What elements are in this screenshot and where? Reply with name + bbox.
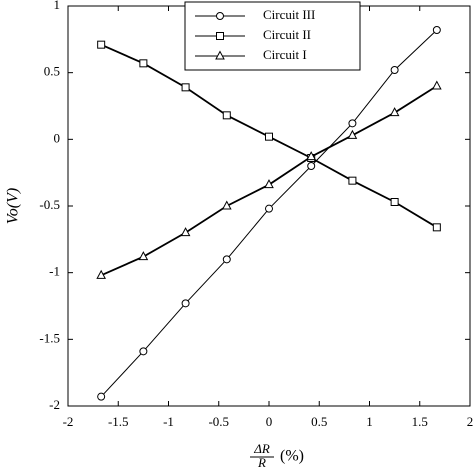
marker [139,59,148,68]
x-tick-label: 1.5 [412,414,428,429]
x-label-unit: (%) [280,448,304,465]
x-tick-label: -1 [163,414,174,429]
x-tick-label: 1 [366,414,373,429]
marker [432,223,441,232]
y-tick-label: 0.5 [44,64,60,79]
y-tick-label: -1.5 [39,330,60,345]
marker [390,66,399,74]
y-tick-label: -0.5 [39,197,60,212]
marker [265,132,273,141]
marker [221,200,232,210]
x-tick-label: 0 [266,414,273,429]
y-label: Vo(V) [5,188,22,224]
marker [264,179,274,189]
legend-marker [216,12,224,20]
marker [222,111,231,120]
legend-marker [216,32,224,40]
x-tick-label: -0.5 [208,414,229,429]
y-tick-label: -2 [49,397,60,412]
marker [138,251,149,261]
marker [432,26,441,34]
marker [348,176,357,185]
marker [348,119,357,128]
legend-marker [215,50,225,60]
marker [390,198,399,206]
x-tick-label: 2 [467,414,474,429]
marker [97,40,106,49]
legend-label: Circuit I [263,47,307,62]
marker [96,269,106,279]
marker [265,204,273,213]
marker [306,151,317,161]
marker [97,392,106,401]
legend-label: Circuit III [263,7,315,22]
y-tick-label: -1 [49,264,60,279]
marker [432,80,442,90]
marker [347,129,358,139]
marker [181,299,190,308]
marker [222,255,231,264]
x-label-denominator: R [257,455,266,470]
marker [307,162,316,170]
series-line [100,29,438,398]
marker [181,83,190,92]
y-tick-label: 0 [54,130,61,145]
y-tick-label: 1 [54,0,61,12]
x-tick-label: 0.5 [311,414,327,429]
x-tick-label: -2 [63,414,74,429]
x-tick-label: -1.5 [108,414,129,429]
marker [180,227,191,237]
marker [139,347,148,356]
x-label-numerator: ΔR [253,441,270,456]
marker [389,107,400,117]
legend-label: Circuit II [263,27,311,42]
